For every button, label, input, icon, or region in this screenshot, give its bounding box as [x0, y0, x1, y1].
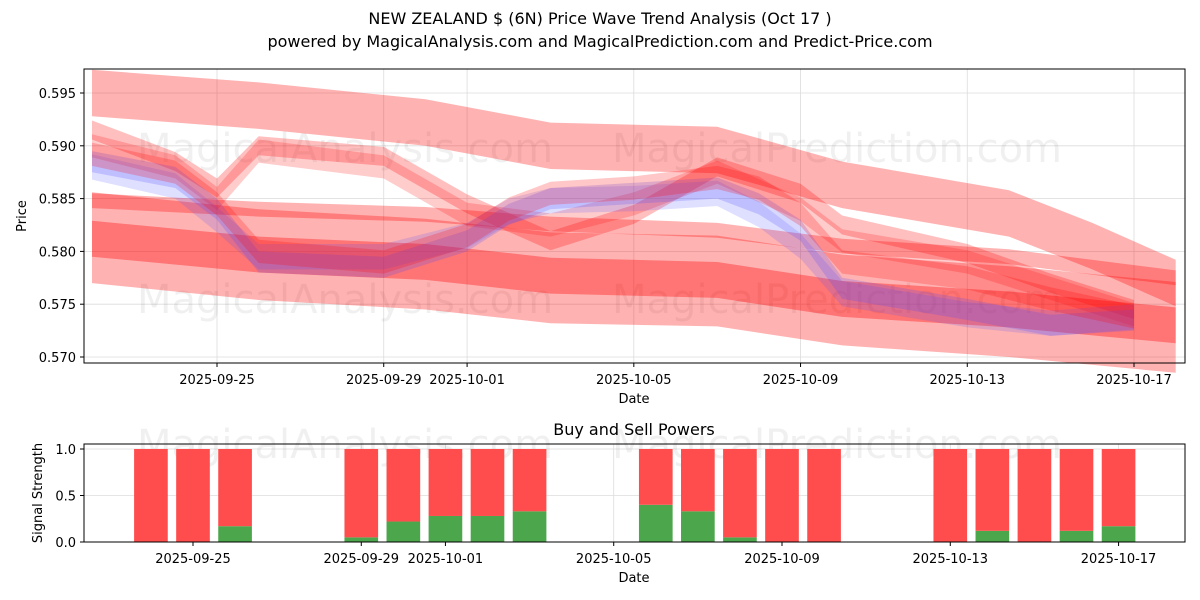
x-tick-label: 2025-10-13: [929, 373, 1005, 388]
sell-bar: [387, 449, 421, 522]
sell-bar: [344, 449, 378, 537]
sell-bar: [218, 449, 252, 526]
buy-bar: [639, 505, 673, 542]
buy-bar: [387, 522, 421, 542]
sell-bar: [807, 449, 841, 542]
sell-bar: [723, 449, 757, 537]
price-y-axis-label: Price: [15, 200, 30, 232]
sell-bar: [765, 449, 799, 542]
signal-x-axis-label: Date: [618, 571, 649, 586]
sell-bar: [429, 449, 463, 516]
x-tick-label: 2025-10-09: [763, 373, 839, 388]
y-tick-label: 0.590: [39, 140, 76, 155]
sell-bar: [681, 449, 715, 511]
y-tick-label: 0.585: [39, 193, 76, 208]
sell-bar: [134, 449, 168, 542]
sell-bar: [639, 449, 673, 505]
y-tick-label: 0.575: [39, 298, 76, 313]
buy-bar: [1060, 531, 1094, 542]
buy-bar: [681, 511, 715, 542]
buy-bar: [976, 531, 1010, 542]
sell-bar: [513, 449, 547, 511]
buy-bar: [429, 516, 463, 542]
x-tick-label: 2025-10-13: [913, 552, 989, 567]
x-tick-label: 2025-10-09: [744, 552, 820, 567]
x-tick-label: 2025-09-29: [346, 373, 422, 388]
x-tick-label: 2025-10-05: [576, 552, 652, 567]
buy-bar: [1102, 526, 1136, 542]
x-tick-label: 2025-10-17: [1096, 373, 1172, 388]
x-tick-label: 2025-09-29: [324, 552, 400, 567]
sell-bar: [1102, 449, 1136, 526]
price-x-axis-label: Date: [618, 392, 649, 407]
x-tick-label: 2025-10-01: [408, 552, 484, 567]
y-tick-label: 1.0: [55, 443, 76, 458]
buy-bar: [513, 511, 547, 542]
x-tick-label: 2025-10-17: [1081, 552, 1157, 567]
x-tick-label: 2025-10-01: [429, 373, 505, 388]
signal-x-ticks: 2025-09-25 2025-09-29 2025-10-01 2025-10-05…: [155, 542, 1156, 567]
price-x-ticks: 2025-09-25 2025-09-29 2025-10-01 2025-10-05…: [179, 363, 1172, 388]
buy-bar: [344, 537, 378, 542]
sell-bar: [976, 449, 1010, 531]
buy-bar: [723, 537, 757, 542]
y-tick-label: 0.5: [55, 490, 76, 505]
x-tick-label: 2025-09-25: [155, 552, 231, 567]
sell-bar: [1018, 449, 1052, 542]
price-y-ticks: 0.570 0.575 0.580 0.585 0.590 0.595: [39, 87, 84, 366]
y-tick-label: 0.595: [39, 87, 76, 102]
chart-canvas: MagicalAnalysis.com MagicalPrediction.co…: [0, 0, 1200, 600]
signal-y-ticks: 0.0 0.5 1.0: [55, 443, 84, 551]
y-tick-label: 0.570: [39, 351, 76, 366]
sell-bar: [933, 449, 967, 542]
sell-bar: [471, 449, 505, 516]
sell-bar: [1060, 449, 1094, 531]
buy-bar: [218, 526, 252, 542]
x-tick-label: 2025-10-05: [596, 373, 672, 388]
y-tick-label: 0.580: [39, 245, 76, 260]
y-tick-label: 0.0: [55, 536, 76, 551]
buy-bar: [471, 516, 505, 542]
signal-y-axis-label: Signal Strength: [31, 443, 46, 543]
x-tick-label: 2025-09-25: [179, 373, 255, 388]
sell-bar: [176, 449, 210, 542]
